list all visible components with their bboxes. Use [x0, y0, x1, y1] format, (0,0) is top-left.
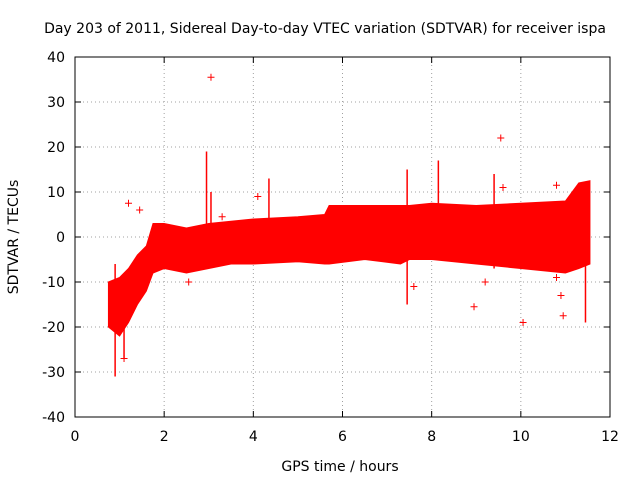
- x-tick-label: 12: [601, 429, 619, 445]
- data-spikes: [114, 151, 587, 377]
- x-axis-label: GPS time / hours: [281, 459, 398, 475]
- data-point: [497, 134, 505, 142]
- x-tick-label: 8: [427, 429, 436, 445]
- axis-ticks: 0 2 4 6 8 10 12 40 30 20 10 0 -10 -20 -30 -40: [42, 50, 619, 445]
- x-tick-label: 4: [249, 429, 258, 445]
- data-point: [207, 73, 215, 81]
- y-tick-label: 10: [47, 185, 65, 201]
- data-band: [107, 180, 591, 337]
- data-point: [557, 292, 565, 299]
- data-point: [519, 319, 527, 326]
- data-point: [185, 278, 193, 286]
- data-point: [559, 312, 567, 320]
- data-band-area: [107, 180, 591, 337]
- y-tick-label: -30: [42, 365, 65, 381]
- y-tick-label: -40: [42, 410, 65, 426]
- data-point: [120, 355, 128, 362]
- data-points: [120, 73, 567, 362]
- y-tick-label: 40: [47, 50, 65, 66]
- x-tick-label: 6: [338, 429, 347, 445]
- data-point: [553, 181, 560, 189]
- data-point: [481, 278, 489, 286]
- y-tick-label: 20: [47, 140, 65, 156]
- x-tick-label: 2: [160, 429, 169, 445]
- y-axis-label: SDTVAR / TECUs: [6, 180, 22, 295]
- x-tick-label: 10: [512, 429, 530, 445]
- data-point: [136, 206, 144, 214]
- x-tick-label: 0: [71, 429, 80, 445]
- y-tick-label: 0: [56, 230, 65, 246]
- data-point: [410, 283, 418, 290]
- y-tick-label: -10: [42, 275, 65, 291]
- data-point: [218, 213, 226, 221]
- data-point: [470, 303, 478, 311]
- data-point: [254, 193, 262, 200]
- chart-title: Day 203 of 2011, Sidereal Day-to-day VTE…: [44, 21, 606, 37]
- y-tick-label: 30: [47, 95, 65, 111]
- y-tick-label: -20: [42, 320, 65, 336]
- data-point: [553, 274, 560, 281]
- data-point: [499, 184, 507, 191]
- data-point: [125, 199, 132, 207]
